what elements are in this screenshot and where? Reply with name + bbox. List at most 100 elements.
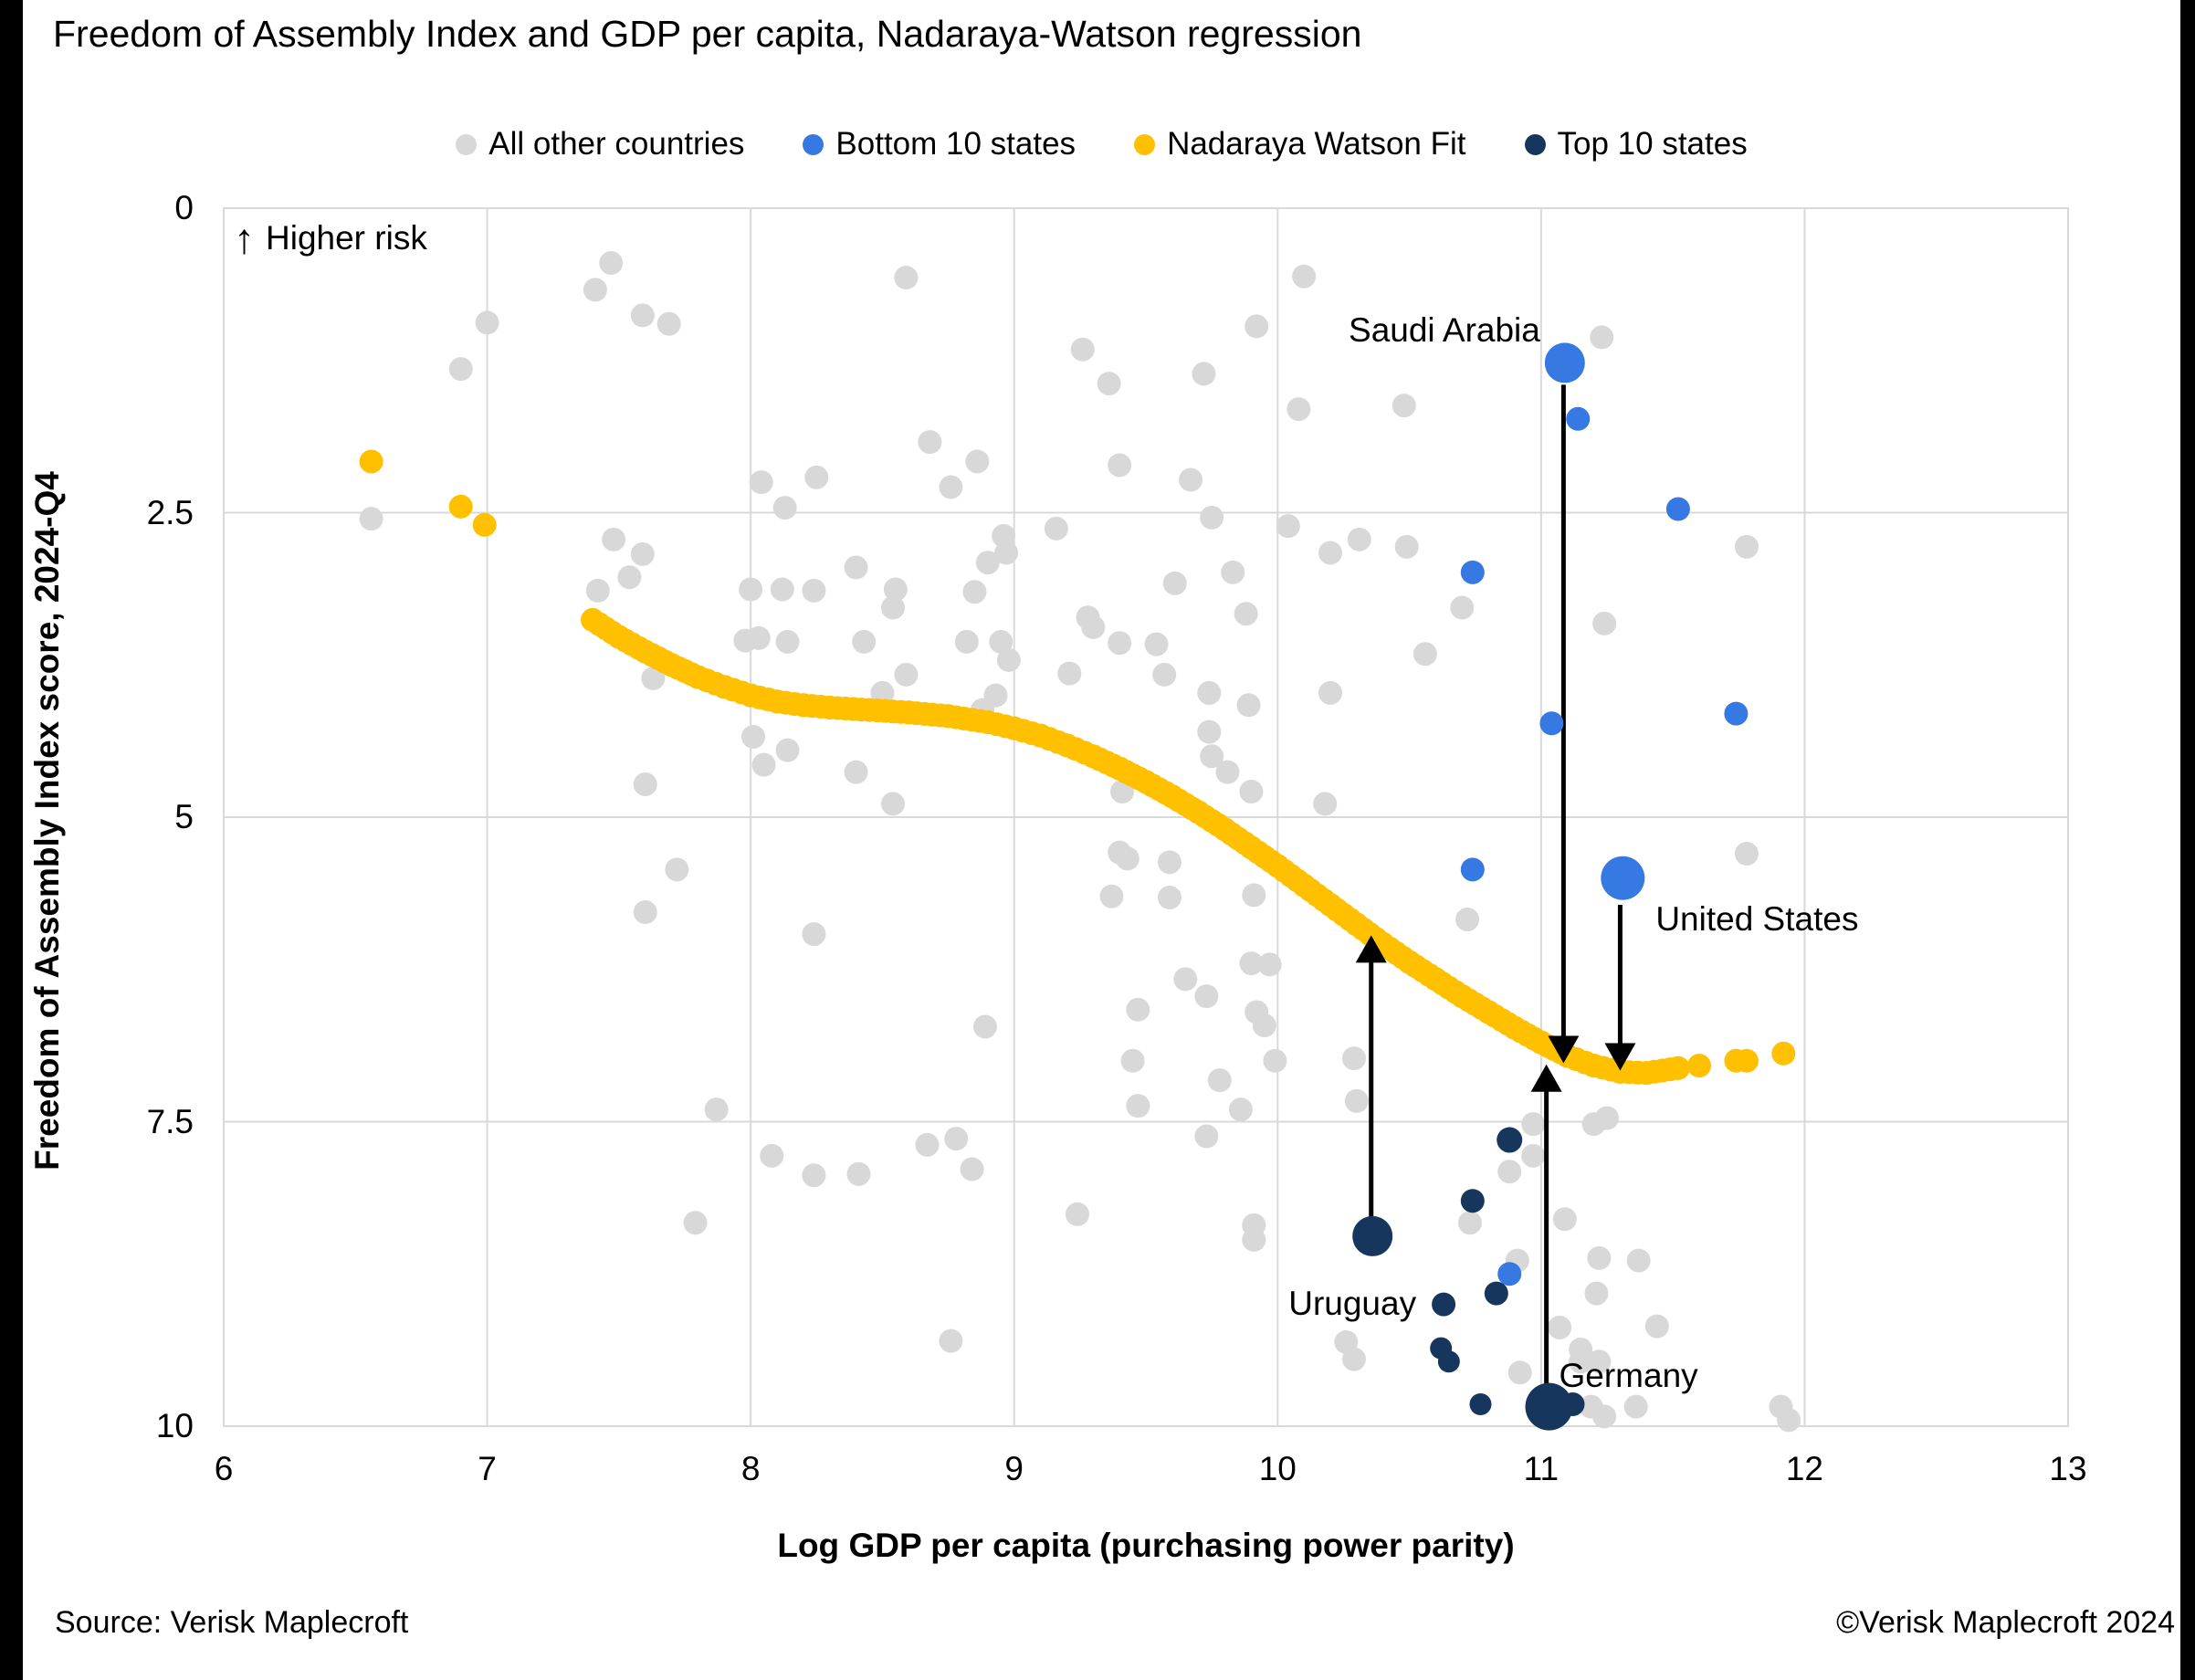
data-point-other [1192, 362, 1216, 386]
data-point-other [1344, 1088, 1369, 1113]
data-point-other [630, 541, 655, 566]
data-point-other [1245, 1000, 1269, 1024]
y-tick-label: 7.5 [146, 1102, 194, 1140]
arrow-head-icon [1530, 1064, 1562, 1092]
data-point-other [939, 1328, 963, 1353]
data-point-other [1179, 467, 1203, 492]
source-note: Source: Verisk Maplecroft [55, 1605, 409, 1640]
legend: All other countries Bottom 10 states Nadar… [23, 126, 2180, 163]
data-point-other [1236, 693, 1261, 718]
data-point-top10 [1469, 1392, 1492, 1415]
y-tick-label: 10 [155, 1407, 194, 1444]
data-point-other [962, 580, 987, 604]
data-point-other [1108, 631, 1132, 656]
data-point-bottom10 [1724, 701, 1749, 726]
data-point-bottom10-united-states [1601, 856, 1645, 900]
fit-point [1665, 1055, 1690, 1080]
data-point-other [770, 577, 794, 602]
data-point-other [802, 922, 826, 947]
data-point-other [1318, 680, 1342, 705]
data-point-other [802, 578, 826, 603]
data-point-other [1552, 1207, 1577, 1232]
data-point-other [1126, 997, 1150, 1022]
data-point-other [359, 507, 383, 531]
data-point-other [746, 625, 771, 650]
series-all-other-countries [359, 251, 1801, 1433]
data-point-other [1292, 264, 1317, 289]
data-point-other [1450, 595, 1475, 620]
data-point-other [972, 1014, 997, 1039]
data-point-other [1455, 908, 1480, 932]
data-point-other [1070, 337, 1095, 362]
data-point-other [1099, 884, 1124, 908]
fit-point [448, 494, 473, 519]
data-point-other [630, 303, 655, 328]
data-point-bottom10 [1539, 711, 1564, 736]
data-point-other [804, 465, 829, 489]
data-point-other [1276, 514, 1300, 539]
data-point-bottom10 [1460, 560, 1485, 584]
x-tick-label: 8 [740, 1450, 761, 1487]
x-axis-title: Log GDP per capita (purchasing power par… [777, 1527, 1515, 1564]
data-point-other [1044, 516, 1068, 541]
data-point-other [775, 629, 800, 654]
data-point-other [1115, 846, 1140, 871]
data-point-other [1313, 792, 1338, 816]
data-point-other [894, 662, 919, 687]
right-border-bar [2180, 0, 2195, 1680]
legend-nadaraya-watson-fit-label: Nadaraya Watson Fit [1167, 126, 1466, 162]
y-axis-title: Freedom of Assembly Index score, 2024-Q4 [28, 471, 66, 1171]
series-bottom-10-states [1460, 342, 1749, 1286]
data-point-other [1457, 1211, 1482, 1235]
data-point-other [1626, 1248, 1651, 1273]
data-point-other [448, 357, 473, 382]
data-point-other [880, 595, 905, 620]
x-tick-label: 10 [1258, 1450, 1297, 1487]
data-point-other [583, 278, 607, 302]
data-point-other [1287, 397, 1311, 422]
gridlines [223, 207, 2069, 1427]
legend-bottom-10-states: Bottom 10 states [803, 126, 1076, 163]
data-point-other [633, 772, 657, 796]
data-point-other [665, 857, 689, 882]
data-point-other [1097, 372, 1121, 396]
data-point-other [1644, 1314, 1669, 1339]
data-point-other [1734, 842, 1759, 866]
data-point-other [741, 724, 766, 749]
up-arrow-icon: ↑ [234, 215, 255, 262]
data-point-other [656, 311, 681, 336]
data-point-other [1081, 614, 1106, 639]
data-point-other [683, 1211, 708, 1235]
data-point-bottom10 [1665, 497, 1690, 521]
data-point-other [1157, 850, 1182, 875]
arrow-head-icon [1355, 935, 1387, 963]
data-point-other [1228, 1097, 1253, 1122]
data-point-other [775, 738, 800, 762]
data-point-top10 [1560, 1391, 1585, 1416]
data-point-other [1215, 760, 1240, 784]
data-point-other [846, 1161, 871, 1186]
data-point-other [1197, 680, 1222, 705]
data-point-other [1569, 1349, 1593, 1374]
data-point-other [1221, 560, 1245, 584]
legend-bottom-10-states-label: Bottom 10 states [835, 126, 1076, 162]
reference-arrows [1355, 384, 1636, 1402]
x-tick-label: 11 [1523, 1450, 1560, 1487]
legend-bottom-10-states-dot-icon [803, 133, 824, 155]
data-point-other [1592, 611, 1617, 635]
y-tick-label: 0 [174, 189, 194, 226]
data-point-other [704, 1097, 729, 1122]
data-point-other [1057, 661, 1082, 686]
higher-risk-label: Higher risk [266, 219, 427, 257]
data-point-other [1497, 1160, 1522, 1184]
data-point-other [599, 251, 624, 276]
y-tick-label: 5 [174, 798, 194, 835]
data-point-other [1392, 394, 1416, 418]
data-point-other [751, 752, 776, 777]
arrow-head-icon [1604, 1043, 1636, 1071]
data-point-other [844, 760, 868, 784]
data-point-other [1194, 1124, 1219, 1149]
data-point-other [1173, 967, 1198, 992]
data-point-top10-germany [1525, 1382, 1573, 1431]
